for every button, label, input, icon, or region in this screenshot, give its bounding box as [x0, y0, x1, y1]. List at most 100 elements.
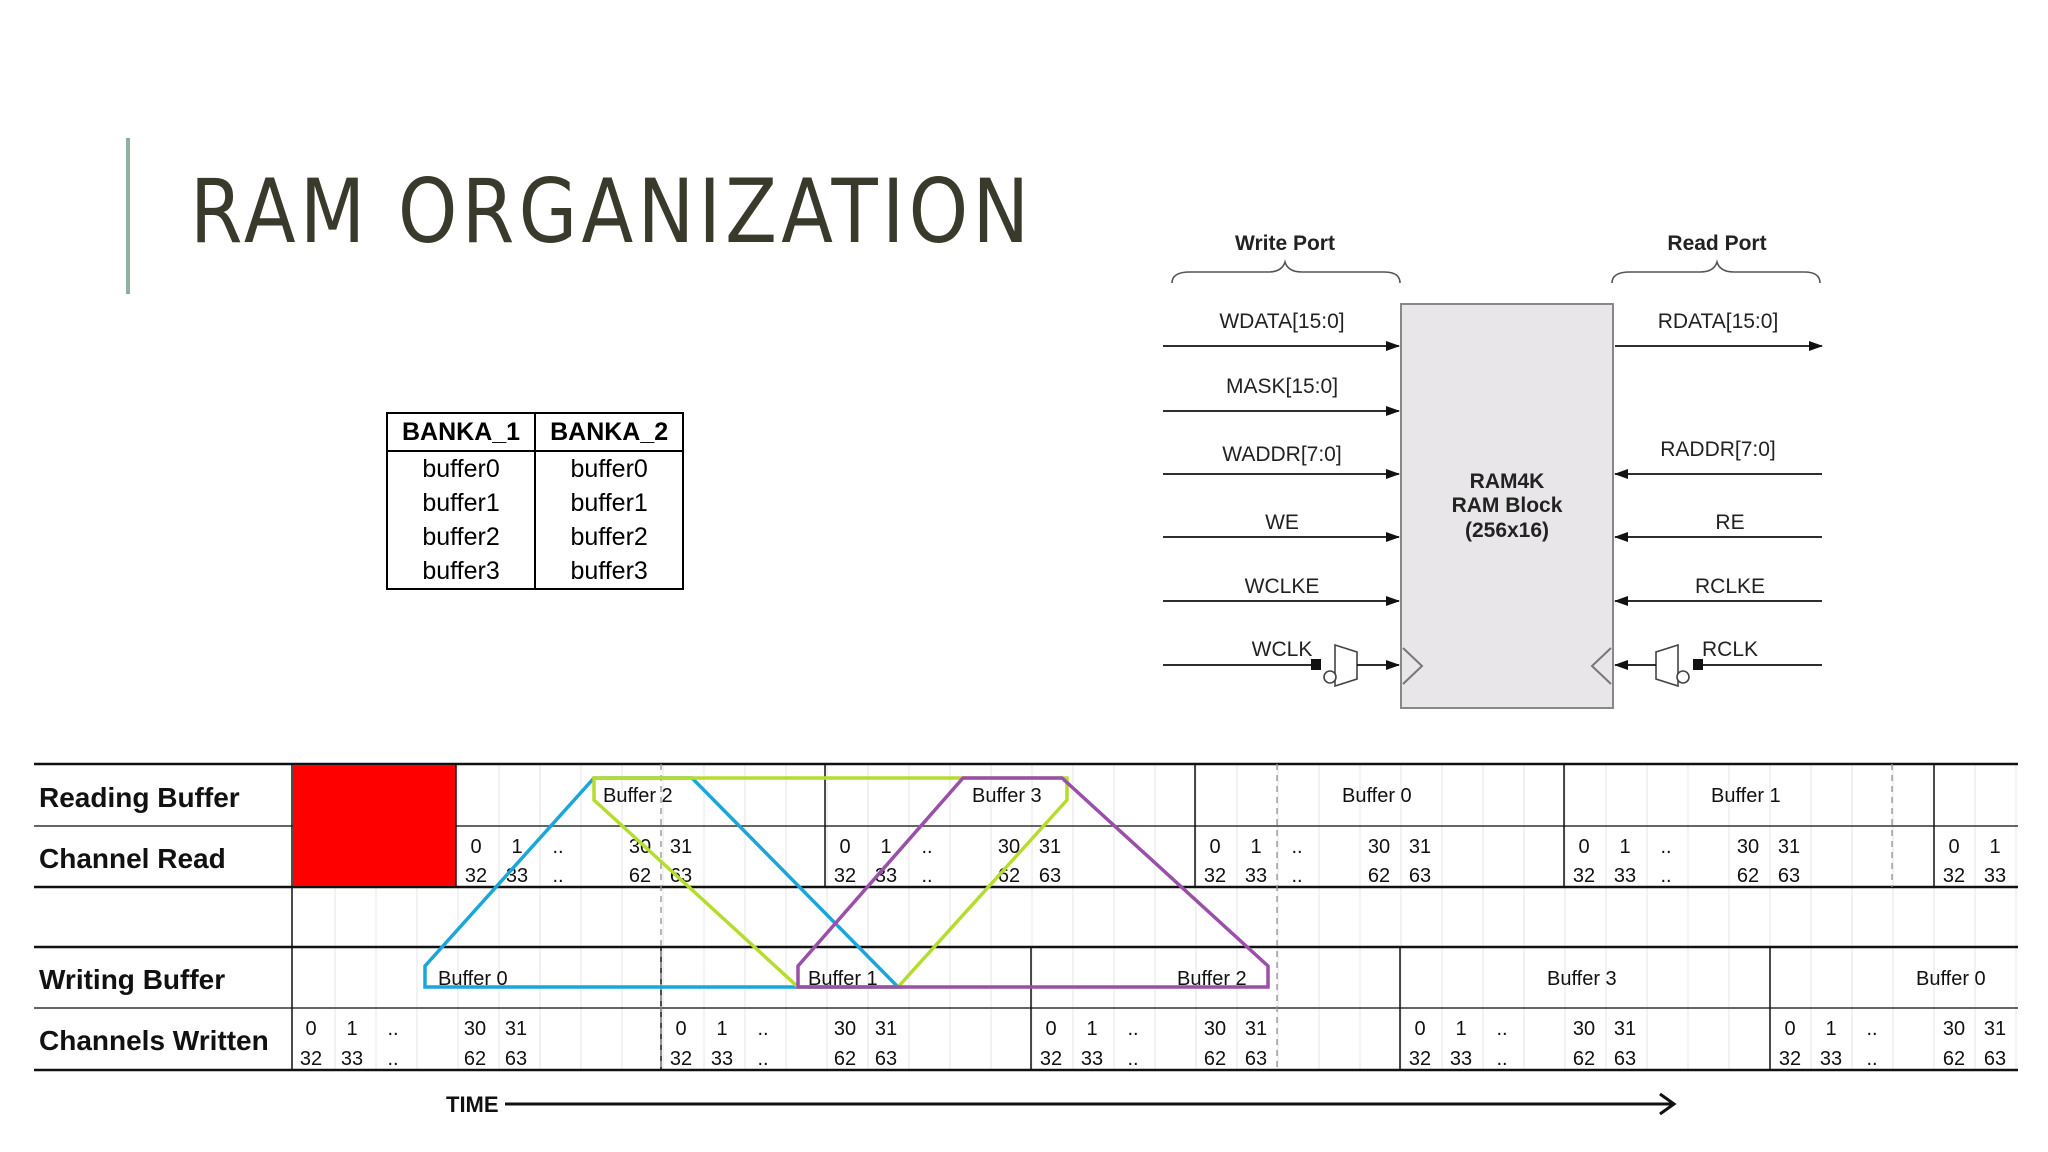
bank1-cell: buffer3 — [385, 554, 537, 590]
channel-numbers: 0 32 1 33.... 30 62 31 63 0 32 1 33.... 30 62 31 63 0 32 1… — [300, 836, 2006, 1070]
read-channel-number: 0 — [470, 836, 481, 858]
segment-dividers — [455, 764, 1935, 1070]
read-clock-triangle — [1590, 647, 1612, 685]
read-channel-number: 63 — [1778, 865, 1800, 887]
read-channel-number: 62 — [1737, 865, 1759, 887]
we-label: WE — [1265, 511, 1299, 534]
bank2-cell: buffer3 — [534, 554, 685, 590]
write-channel-number: 30 — [1204, 1018, 1226, 1040]
read-channel-number: 1 — [1989, 836, 2000, 858]
write-channel-number: 31 — [1614, 1018, 1636, 1040]
slide-title: RAM ORGANIZATION — [190, 160, 1034, 263]
read-channel-number: 33 — [1984, 865, 2006, 887]
rclke-label: RCLKE — [1695, 575, 1765, 598]
read-channel-number: .. — [921, 865, 932, 887]
rdata-label: RDATA[15:0] — [1658, 310, 1779, 333]
write-channel-number: 63 — [875, 1048, 897, 1070]
wclk-label: WCLK — [1252, 638, 1313, 661]
writing-buffer-label: Buffer 0 — [1916, 968, 1986, 990]
bank2-cell: buffer2 — [534, 520, 685, 554]
reading-buffer-label: Buffer 1 — [1711, 785, 1781, 807]
read-channel-number: 1 — [1619, 836, 1630, 858]
read-channel-number: 30 — [1737, 836, 1759, 858]
read-channel-number: .. — [552, 836, 563, 858]
read-channel-number: 31 — [1778, 836, 1800, 858]
row-label-reading-buffer: Reading Buffer — [39, 782, 240, 813]
table-row: buffer0 buffer0 — [385, 451, 685, 486]
write-channel-number: 62 — [1573, 1048, 1595, 1070]
raddr-label: RADDR[7:0] — [1660, 438, 1776, 461]
write-channel-number: 32 — [1040, 1048, 1062, 1070]
read-channel-number: 30 — [629, 836, 651, 858]
timeline-rules — [34, 762, 2018, 1072]
read-channel-number: 30 — [998, 836, 1020, 858]
write-channel-number: 1 — [1086, 1018, 1097, 1040]
read-channel-number: 33 — [506, 865, 528, 887]
rclk-label: RCLK — [1702, 638, 1758, 661]
read-port-label: Read Port — [1667, 232, 1766, 255]
read-channel-number: .. — [921, 836, 932, 858]
read-channel-number: 32 — [834, 865, 856, 887]
write-channel-number: 30 — [464, 1018, 486, 1040]
row-label-writing-buffer: Writing Buffer — [39, 964, 225, 995]
read-channel-number: 31 — [1409, 836, 1431, 858]
write-channel-number: 62 — [1204, 1048, 1226, 1070]
wdata-label: WDATA[15:0] — [1219, 310, 1344, 333]
write-channel-number: .. — [387, 1018, 398, 1040]
wclk-invert-icon — [1323, 670, 1337, 684]
write-channel-number: 32 — [1779, 1048, 1801, 1070]
write-port-label: Write Port — [1235, 232, 1335, 255]
waddr-label: WADDR[7:0] — [1222, 443, 1341, 466]
bank1-cell: buffer0 — [385, 451, 537, 486]
bank-table-header-row: BANKA_1 BANKA_2 — [385, 412, 685, 452]
write-channel-number: 63 — [505, 1048, 527, 1070]
write-channel-number: 32 — [670, 1048, 692, 1070]
ram-block-size: (256x16) — [1465, 519, 1549, 542]
read-channel-number: .. — [552, 865, 563, 887]
read-channel-number: 32 — [1943, 865, 1965, 887]
write-channel-number: 0 — [1414, 1018, 1425, 1040]
write-channel-number: 0 — [305, 1018, 316, 1040]
write-clock-triangle — [1402, 647, 1424, 685]
write-channel-number: 31 — [505, 1018, 527, 1040]
read-channel-number: .. — [1660, 865, 1671, 887]
writing-buffer-label: Buffer 1 — [808, 968, 878, 990]
read-channel-number: .. — [1291, 836, 1302, 858]
title-accent-bar — [126, 138, 130, 294]
write-channel-number: 30 — [834, 1018, 856, 1040]
write-signals: WDATA[15:0] MASK[15:0] WADDR[7:0] WE WCL… — [1163, 310, 1400, 688]
write-channel-number: 31 — [875, 1018, 897, 1040]
read-channel-number: 0 — [1578, 836, 1589, 858]
time-arrowhead-icon — [1659, 1092, 1677, 1116]
purple-transfer-outline — [796, 776, 1270, 989]
write-channel-number: .. — [1866, 1018, 1877, 1040]
read-channel-number: 63 — [1409, 865, 1431, 887]
bank-header-2: BANKA_2 — [534, 412, 685, 452]
read-port-brace — [1611, 259, 1821, 284]
read-channel-number: 31 — [1039, 836, 1061, 858]
write-channel-number: 1 — [346, 1018, 357, 1040]
row-label-channel-read: Channel Read — [39, 843, 226, 874]
write-channel-number: 33 — [1450, 1048, 1472, 1070]
read-channel-number: 0 — [1209, 836, 1220, 858]
write-channel-number: 33 — [1820, 1048, 1842, 1070]
write-channel-number: 32 — [300, 1048, 322, 1070]
bank-header-1: BANKA_1 — [385, 412, 537, 452]
read-channel-number: 31 — [670, 836, 692, 858]
write-channel-number: 30 — [1573, 1018, 1595, 1040]
table-row: buffer3 buffer3 — [385, 554, 685, 590]
write-channel-number: .. — [757, 1048, 768, 1070]
write-channel-number: 63 — [1614, 1048, 1636, 1070]
write-channel-number: 63 — [1245, 1048, 1267, 1070]
ram-block-name: RAM4K — [1470, 470, 1545, 493]
ram-block-box — [1400, 303, 1614, 709]
read-channel-number: 62 — [998, 865, 1020, 887]
read-signals: RDATA[15:0] RADDR[7:0] RE RCLKE RCLK — [1614, 310, 1823, 688]
write-channel-number: 0 — [1045, 1018, 1056, 1040]
read-channel-number: 1 — [880, 836, 891, 858]
write-channel-number: 62 — [1943, 1048, 1965, 1070]
read-channel-number: 1 — [511, 836, 522, 858]
write-channel-number: 31 — [1245, 1018, 1267, 1040]
rclk-mux-select — [1693, 659, 1703, 670]
